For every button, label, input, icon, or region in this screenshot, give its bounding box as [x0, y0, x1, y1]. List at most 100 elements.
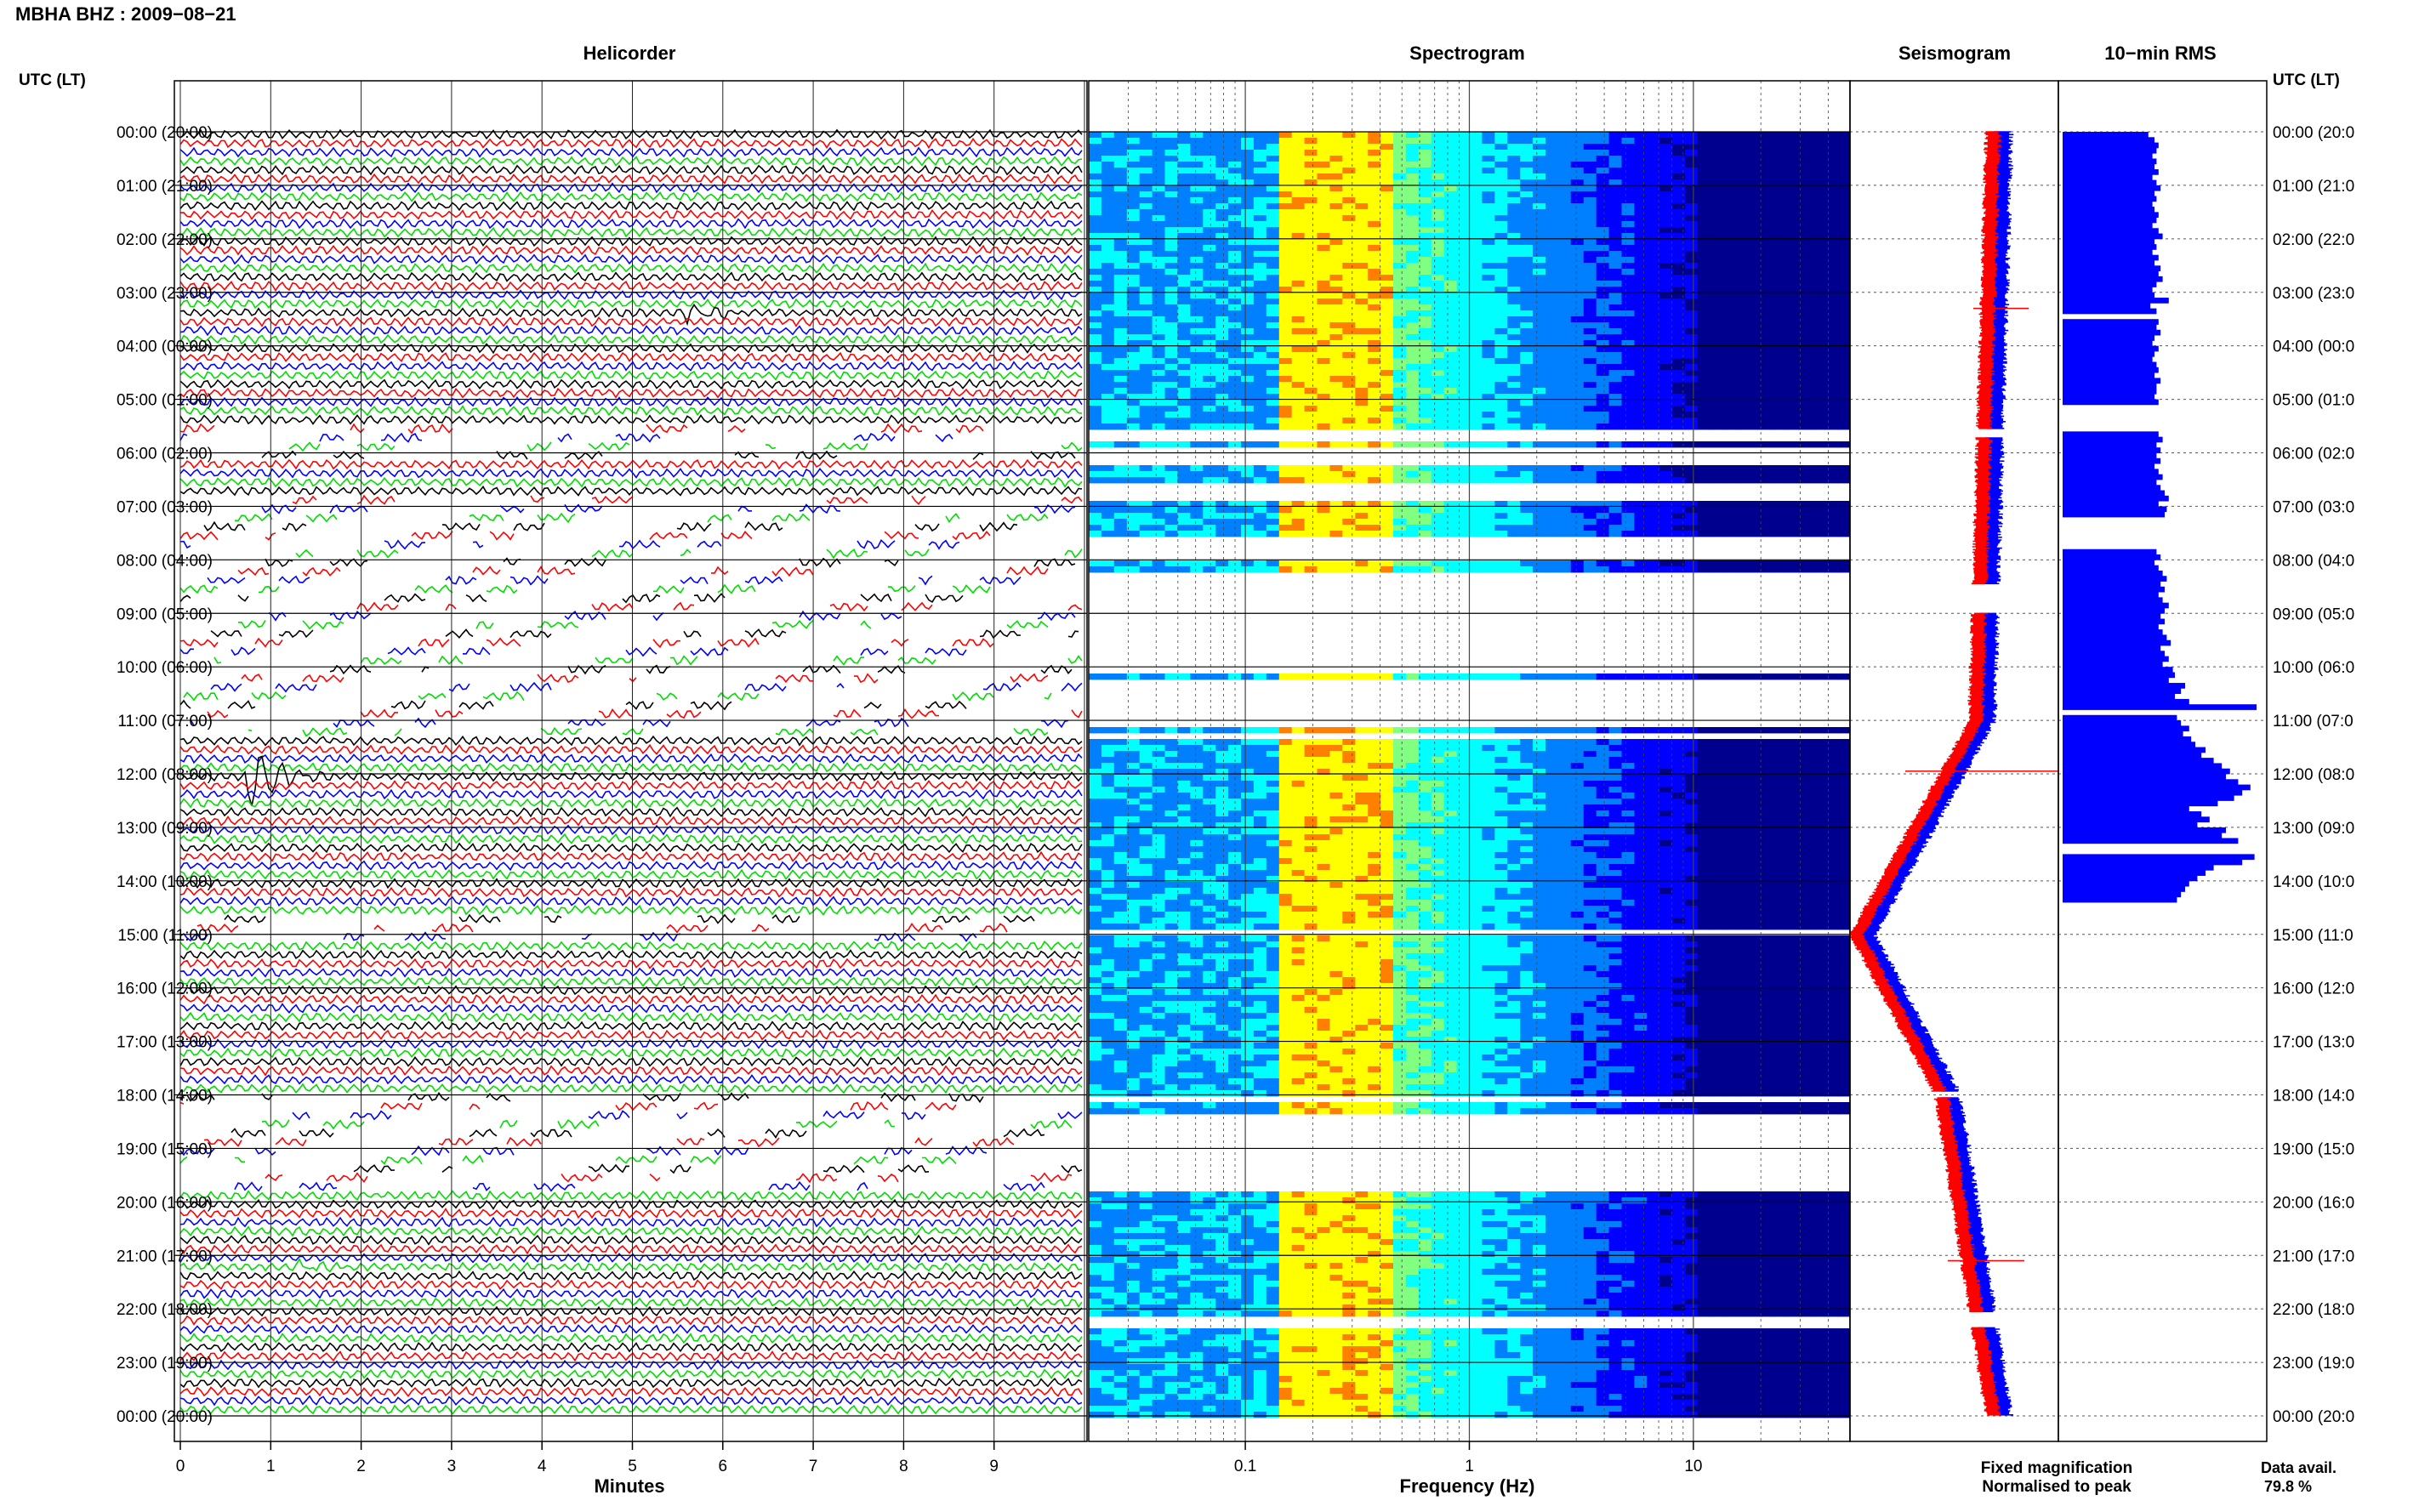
spectrogram-cell: [1837, 287, 1851, 293]
spectrogram-cell: [1570, 423, 1585, 430]
spectrogram-cell: [1215, 215, 1229, 222]
spectrogram-cell: [1685, 739, 1699, 746]
spectrogram-cell: [1812, 304, 1825, 311]
spectrogram-cell: [1837, 191, 1851, 198]
spectrogram-cell: [1241, 132, 1255, 139]
spectrogram-cell: [1405, 739, 1420, 746]
spectrogram-cell: [1596, 566, 1610, 573]
spectrogram-cell: [1291, 727, 1306, 734]
spectrogram-cell: [1405, 382, 1420, 389]
spectrogram-cell: [1139, 269, 1153, 276]
spectrogram-cell: [1405, 346, 1420, 353]
spectrogram-cell: [1291, 287, 1306, 293]
helicorder-trace: [179, 1333, 1083, 1344]
spectrogram-cell: [1545, 179, 1559, 186]
spectrogram-cell: [1583, 418, 1597, 424]
spectrogram-cell: [1634, 471, 1648, 478]
spectrogram-cell: [1685, 328, 1699, 335]
spectrogram-cell: [1621, 156, 1635, 162]
spectrogram-cell: [1443, 191, 1458, 198]
spectrogram-cell: [1405, 173, 1420, 180]
spectrogram-cell: [1710, 227, 1724, 234]
spectrogram-cell: [1456, 799, 1471, 805]
spectrogram-cell: [1368, 412, 1381, 418]
helicorder-trace: [179, 137, 1083, 150]
spectrogram-cell: [1431, 168, 1445, 174]
spectrogram-cell: [1621, 501, 1635, 508]
spectrogram-cell: [1380, 352, 1394, 359]
helicorder-trace: [179, 218, 1083, 230]
spectrogram-cell: [1799, 304, 1813, 311]
spectrogram-cell: [1672, 441, 1686, 448]
spectrogram-cell: [1089, 727, 1102, 734]
spectrogram-cell: [1799, 269, 1813, 276]
spectrogram-cell: [1659, 298, 1673, 305]
spectrogram-cell: [1545, 828, 1559, 835]
spectrogram-cell: [1139, 132, 1153, 139]
spectrogram-cell: [1418, 757, 1432, 764]
spectrogram-cell: [1698, 816, 1711, 823]
spectrogram-cell: [1164, 185, 1178, 192]
spectrogram-cell: [1393, 340, 1407, 347]
spectrogram-cell: [1317, 370, 1330, 377]
spectrogram-cell: [1608, 560, 1623, 567]
spectrogram-cell: [1393, 376, 1407, 383]
spectrogram-cell: [1304, 822, 1318, 829]
helicorder-trace: [179, 993, 1083, 1005]
spectrogram-cell: [1443, 162, 1458, 168]
spectrogram-cell: [1304, 406, 1318, 412]
spectrogram-cell: [1722, 191, 1737, 198]
spectrogram-cell: [1685, 531, 1699, 537]
spectrogram-cell: [1824, 168, 1838, 174]
spectrogram-cell: [1583, 739, 1597, 746]
spectrogram-cell: [1291, 566, 1306, 573]
spectrogram-cell: [1583, 168, 1597, 174]
spectrogram-cell: [1456, 477, 1471, 484]
spectrogram-cell: [1824, 441, 1838, 448]
spectrogram-cell: [1824, 197, 1838, 204]
spectrogram-cell: [1621, 287, 1635, 293]
spectrogram-cell: [1698, 531, 1711, 537]
spectrogram-cell: [1748, 781, 1762, 787]
spectrogram-cell: [1431, 227, 1445, 234]
spectrogram-cell: [1456, 513, 1471, 520]
spectrogram-cell: [1164, 281, 1178, 287]
spectrogram-cell: [1710, 465, 1724, 472]
spectrogram-cell: [1786, 162, 1800, 168]
spectrogram-cell: [1634, 162, 1648, 168]
spectrogram-cell: [1317, 185, 1330, 192]
spectrogram-cell: [1089, 781, 1102, 787]
spectrogram-cell: [1659, 245, 1673, 252]
spectrogram-cell: [1291, 769, 1306, 776]
spectrogram-cell: [1748, 418, 1762, 424]
spectrogram-cell: [1431, 179, 1445, 186]
spectrogram-cell: [1241, 173, 1255, 180]
spectrogram-cell: [1139, 531, 1153, 537]
spectrogram-cell: [1126, 423, 1141, 430]
spectrogram-cell: [1190, 203, 1204, 210]
spectrogram-cell: [1355, 781, 1369, 787]
spectrogram-cell: [1278, 132, 1293, 139]
spectrogram-cell: [1583, 245, 1597, 252]
spectrogram-cell: [1418, 441, 1432, 448]
spectrogram-cell: [1685, 406, 1699, 412]
spectrogram-cell: [1241, 316, 1255, 323]
spectrogram-cell: [1596, 209, 1610, 216]
helicorder-trace: [179, 164, 1083, 176]
spectrogram-cell: [1152, 507, 1166, 514]
spectrogram-cell: [1722, 799, 1737, 805]
spectrogram-cell: [1241, 144, 1255, 151]
spectrogram-cell: [1773, 507, 1787, 514]
spectrogram-cell: [1469, 168, 1483, 174]
spectrogram-cell: [1164, 465, 1178, 472]
spectrogram-cell: [1634, 757, 1648, 764]
spectrogram-cell: [1215, 465, 1229, 472]
spectrogram-cell: [1735, 298, 1750, 305]
spectrogram-cell: [1494, 304, 1508, 311]
spectrogram-cell: [1215, 287, 1229, 293]
spectrogram-cell: [1405, 412, 1420, 418]
spectrogram-cell: [1266, 340, 1280, 347]
spectrogram-cell: [1722, 173, 1737, 180]
spectrogram-cell: [1685, 471, 1699, 478]
spectrogram-cell: [1710, 257, 1724, 264]
